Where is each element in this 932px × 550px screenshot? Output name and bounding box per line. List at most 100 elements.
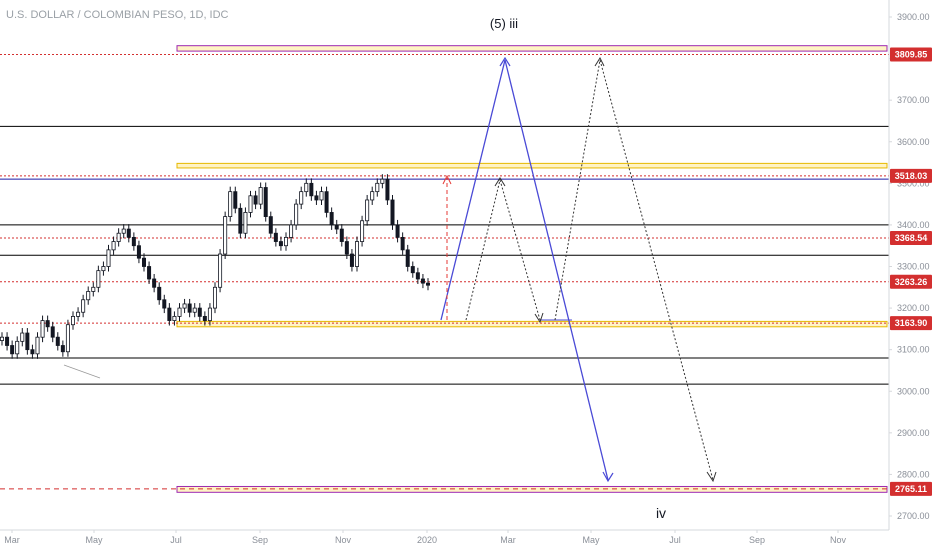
candle	[228, 186, 233, 222]
candle	[283, 232, 288, 251]
x-tick-labels: Mar May Jul Sep Nov 2020 Mar May Jul Sep Nov	[4, 530, 846, 545]
candle	[101, 261, 106, 276]
candle	[380, 174, 385, 189]
svg-text:2765.11: 2765.11	[895, 484, 927, 494]
blue-projection-path	[440, 59, 609, 481]
candle	[91, 282, 96, 297]
y-tick-label: 3100.00	[897, 345, 930, 355]
arrowhead-bottom-blue	[602, 471, 614, 483]
price-badge: 3518.03	[890, 168, 932, 183]
candle	[233, 186, 238, 214]
y-tick-label: 3600.00	[897, 137, 930, 147]
candle	[385, 174, 390, 205]
arrowhead-top-dotted-a	[494, 177, 506, 187]
candle	[131, 232, 136, 251]
candle	[395, 219, 400, 243]
candle	[360, 215, 365, 247]
candle	[243, 207, 248, 239]
candle	[141, 253, 146, 272]
candle	[192, 303, 197, 318]
candle	[111, 236, 116, 255]
candle	[410, 261, 415, 278]
candle	[106, 244, 111, 272]
candle	[268, 211, 273, 239]
y-tick-label: 3000.00	[897, 386, 930, 396]
candle	[238, 203, 243, 239]
candle	[81, 294, 86, 318]
candle	[400, 232, 405, 255]
candle	[202, 311, 207, 326]
chart-title: U.S. DOLLAR / COLOMBIAN PESO, 1D, IDC	[6, 9, 229, 21]
candle	[45, 315, 50, 332]
candle	[0, 332, 4, 346]
candle	[365, 194, 370, 226]
candle	[425, 278, 430, 291]
candle	[344, 236, 349, 260]
candle	[273, 228, 278, 247]
candle	[370, 186, 375, 205]
wave-label-top: (5) iii	[490, 16, 518, 31]
candle	[334, 219, 339, 235]
x-tick-label: 2020	[417, 535, 437, 545]
zone-2	[176, 320, 888, 328]
price-badge: 2765.11	[890, 481, 932, 496]
x-tick-label: Jul	[669, 535, 681, 545]
candle	[5, 332, 10, 351]
horizontal-lines-layer	[0, 53, 889, 490]
candle	[212, 282, 217, 314]
candle	[126, 224, 131, 243]
candle	[116, 228, 121, 247]
arrowhead-bottom-dotted-b	[706, 471, 717, 483]
candle	[218, 249, 223, 293]
candle	[20, 328, 25, 347]
candle	[167, 303, 172, 326]
candle	[30, 344, 35, 359]
candle	[60, 340, 65, 357]
y-tick-label: 3700.00	[897, 95, 930, 105]
x-tick-label: Mar	[4, 535, 20, 545]
candle	[415, 267, 420, 284]
candle	[324, 186, 329, 218]
arrowhead-red-dashed	[442, 174, 452, 185]
candle	[35, 332, 40, 359]
candle	[157, 282, 162, 305]
y-tick-label: 2700.00	[897, 511, 930, 521]
candle	[375, 178, 380, 197]
candle	[152, 273, 157, 293]
candle	[96, 265, 101, 293]
candle	[187, 298, 192, 318]
candle	[55, 332, 60, 351]
price-badge: 3263.26	[890, 274, 932, 289]
x-tick-label: May	[85, 535, 103, 545]
candle	[172, 311, 177, 326]
y-tick-label: 2800.00	[897, 469, 930, 479]
y-tick-label: 3900.00	[897, 12, 930, 22]
candle	[309, 178, 314, 201]
price-badge: 3163.90	[890, 316, 932, 331]
candle	[420, 273, 425, 289]
candle	[263, 182, 268, 222]
candle	[248, 190, 253, 218]
candle	[339, 224, 344, 247]
candle	[354, 236, 359, 272]
candle	[207, 303, 212, 326]
drawings-layer	[63, 56, 717, 483]
svg-text:3163.90: 3163.90	[895, 318, 928, 328]
candle	[319, 186, 324, 205]
candle	[349, 249, 354, 272]
y-tick-label: 3200.00	[897, 303, 930, 313]
price-badges: 3809.85 3518.03 3368.54 3263.26 3163.90 2765.…	[890, 47, 932, 496]
candle	[294, 199, 299, 230]
black-dotted-projection-b	[554, 59, 714, 481]
zones-layer	[176, 45, 888, 493]
candle	[253, 190, 258, 210]
candle	[40, 315, 45, 343]
candle	[76, 307, 81, 322]
x-tick-label: Nov	[830, 535, 847, 545]
candle	[289, 219, 294, 243]
arrowhead-top-blue	[499, 56, 511, 67]
y-tick-label: 3400.00	[897, 220, 930, 230]
arrowhead-top-dotted-b	[594, 56, 605, 67]
price-axis	[0, 0, 890, 531]
